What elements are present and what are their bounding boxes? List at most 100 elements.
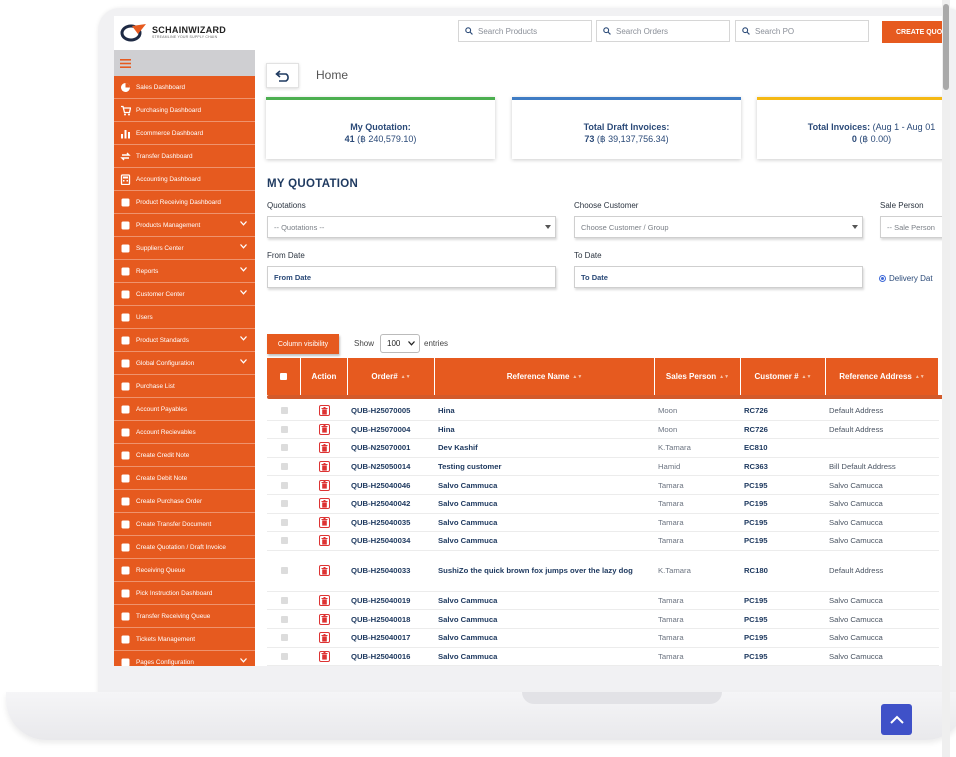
order-number[interactable]: QUB-H25040019 xyxy=(351,596,411,606)
delete-button[interactable] xyxy=(319,565,330,577)
from-date-input[interactable]: From Date xyxy=(267,266,556,288)
table-row[interactable]: QUB-N25050014 Testing customer Hamid RC363 B… xyxy=(267,458,939,477)
scroll-to-top-button[interactable] xyxy=(881,704,912,735)
sidebar-item-create-quotation-draft-invoice[interactable]: Create Quotation / Draft Invoice xyxy=(114,536,255,559)
customer-select[interactable]: Choose Customer / Group xyxy=(574,216,863,238)
order-number[interactable]: QUB-H25040035 xyxy=(351,517,411,527)
order-number[interactable]: QUB-H25070005 xyxy=(351,406,411,416)
delete-button[interactable] xyxy=(319,595,330,607)
quotations-select[interactable]: -- Quotations -- xyxy=(267,216,556,238)
sales-person-select[interactable]: -- Sale Person xyxy=(880,216,942,238)
row-checkbox[interactable] xyxy=(280,481,288,489)
logo[interactable]: SCHAINWIZARD STREAMLINE YOUR SUPPLY CHAI… xyxy=(120,22,226,42)
sidebar-item-pages-configuration[interactable]: Pages Configuration xyxy=(114,651,255,666)
sidebar-item-create-debit-note[interactable]: Create Debit Note xyxy=(114,467,255,490)
sidebar-item-account-recievables[interactable]: Account Recievables xyxy=(114,421,255,444)
order-number[interactable]: QUB-N25070001 xyxy=(351,443,411,453)
order-number[interactable]: QUB-H25040046 xyxy=(351,480,411,490)
delete-button[interactable] xyxy=(319,613,330,625)
row-checkbox[interactable] xyxy=(280,463,288,471)
table-row[interactable]: QUB-H25040033 SushiZo the quick brown fox… xyxy=(267,551,939,592)
table-row[interactable]: QUB-H25040034 Salvo Cammuca Tamara PC195 Sal… xyxy=(267,532,939,551)
order-number[interactable]: QUB-H25040017 xyxy=(351,633,411,643)
order-number[interactable]: QUB-H25040034 xyxy=(351,536,411,546)
order-number[interactable]: QUB-H25040042 xyxy=(351,499,411,509)
delete-button[interactable] xyxy=(319,632,330,644)
sidebar-item-customer-center[interactable]: Customer Center xyxy=(114,283,255,306)
select-all-checkbox[interactable] xyxy=(280,373,287,380)
column-header-reference-name[interactable]: Reference Name ▲▼ xyxy=(435,358,655,395)
summary-card[interactable]: My Quotation: 41 (฿ 240,579.10) xyxy=(266,97,495,159)
row-checkbox[interactable] xyxy=(280,537,288,545)
search-products-input[interactable]: Search Products xyxy=(458,20,592,42)
sidebar-item-create-credit-note[interactable]: Create Credit Note xyxy=(114,444,255,467)
sidebar-item-global-configuration[interactable]: Global Configuration xyxy=(114,352,255,375)
column-visibility-button[interactable]: Column visibility xyxy=(267,334,339,354)
column-header-sales-person[interactable]: Sales Person ▲▼ xyxy=(655,358,741,395)
sidebar-item-create-transfer-document[interactable]: Create Transfer Document xyxy=(114,513,255,536)
sidebar-item-purchasing-dashboard[interactable]: Purchasing Dashboard xyxy=(114,99,255,122)
order-number[interactable]: QUB-H25070004 xyxy=(351,424,411,434)
sidebar-item-receiving-queue[interactable]: Receiving Queue xyxy=(114,559,255,582)
sidebar-item-account-payables[interactable]: Account Payables xyxy=(114,398,255,421)
row-checkbox[interactable] xyxy=(280,500,288,508)
sidebar-item-accounting-dashboard[interactable]: Accounting Dashboard xyxy=(114,168,255,191)
search-orders-input[interactable]: Search Orders xyxy=(596,20,730,42)
sidebar-item-products-management[interactable]: Products Management xyxy=(114,214,255,237)
sidebar-item-reports[interactable]: Reports xyxy=(114,260,255,283)
delete-button[interactable] xyxy=(319,498,330,510)
sidebar-toggle[interactable] xyxy=(114,50,255,76)
sidebar-item-product-standards[interactable]: Product Standards xyxy=(114,329,255,352)
row-checkbox[interactable] xyxy=(280,407,288,415)
order-number[interactable]: QUB-H25040016 xyxy=(351,651,411,661)
table-row[interactable]: QUB-N25070001 Dev Kashif K.Tamara EC810 xyxy=(267,439,939,458)
to-date-input[interactable]: To Date xyxy=(574,266,863,288)
row-checkbox[interactable] xyxy=(280,518,288,526)
column-header-order[interactable]: Order# ▲▼ xyxy=(348,358,435,395)
delete-button[interactable] xyxy=(319,405,330,417)
sidebar-item-tickets-management[interactable]: Tickets Management xyxy=(114,628,255,651)
table-row[interactable]: QUB-H25040017 Salvo Cammuca Tamara PC195 Sal… xyxy=(267,629,939,648)
order-number[interactable]: QUB-H25040018 xyxy=(351,614,411,624)
summary-card[interactable]: Total Invoices: (Aug 1 - Aug 01 0 (฿ 0.00… xyxy=(757,97,942,159)
sidebar-item-product-receiving-dashboard[interactable]: Product Receiving Dashboard xyxy=(114,191,255,214)
row-checkbox[interactable] xyxy=(280,615,288,623)
table-row[interactable]: QUB-H25040042 Salvo Cammuca Tamara PC195 Sal… xyxy=(267,495,939,514)
delete-button[interactable] xyxy=(319,461,330,473)
sidebar-item-purchase-list[interactable]: Purchase List xyxy=(114,375,255,398)
delete-button[interactable] xyxy=(319,442,330,454)
table-row[interactable]: QUB-H25040046 Salvo Cammuca Tamara PC195 Sal… xyxy=(267,476,939,495)
column-header-action[interactable]: Action xyxy=(301,358,348,395)
column-header-select-all[interactable] xyxy=(267,358,301,395)
sidebar-item-transfer-dashboard[interactable]: Transfer Dashboard xyxy=(114,145,255,168)
back-button[interactable] xyxy=(266,63,299,88)
table-row[interactable]: QUB-H25070005 Hina Moon RC726 Default Addres… xyxy=(267,402,939,421)
create-quotation-button[interactable]: CREATE QUOT xyxy=(882,21,942,43)
page-scrollbar[interactable] xyxy=(942,0,950,757)
delete-button[interactable] xyxy=(319,423,330,435)
page-scrollbar-thumb[interactable] xyxy=(943,4,949,90)
table-header-scrollbar[interactable] xyxy=(267,395,942,399)
delivery-date-radio[interactable]: Delivery Dat xyxy=(879,274,933,283)
sidebar-item-sales-dashboard[interactable]: Sales Dashboard xyxy=(114,76,255,99)
column-header-reference-address[interactable]: Reference Address ▲▼ xyxy=(826,358,939,395)
delete-button[interactable] xyxy=(319,516,330,528)
row-checkbox[interactable] xyxy=(280,634,288,642)
summary-card[interactable]: Total Draft Invoices: 73 (฿ 39,137,756.3… xyxy=(512,97,741,159)
delete-button[interactable] xyxy=(319,650,330,662)
table-row[interactable]: QUB-H25040019 Salvo Cammuca Tamara PC195 Sal… xyxy=(267,592,939,611)
sidebar-item-pick-instruction-dashboard[interactable]: Pick Instruction Dashboard xyxy=(114,582,255,605)
table-row[interactable]: QUB-H25040018 Salvo Cammuca Tamara PC195 Sal… xyxy=(267,610,939,629)
row-checkbox[interactable] xyxy=(280,425,288,433)
row-checkbox[interactable] xyxy=(280,597,288,605)
sidebar-item-users[interactable]: Users xyxy=(114,306,255,329)
entries-select[interactable]: 100 xyxy=(380,334,420,353)
delete-button[interactable] xyxy=(319,535,330,547)
sidebar-item-suppliers-center[interactable]: Suppliers Center xyxy=(114,237,255,260)
row-checkbox[interactable] xyxy=(280,652,288,660)
sidebar-item-transfer-receiving-queue[interactable]: Transfer Receiving Queue xyxy=(114,605,255,628)
row-checkbox[interactable] xyxy=(280,567,288,575)
table-row[interactable]: QUB-H25040016 Salvo Cammuca Tamara PC195 Sal… xyxy=(267,648,939,666)
search-po-input[interactable]: Search PO xyxy=(735,20,869,42)
delete-button[interactable] xyxy=(319,479,330,491)
